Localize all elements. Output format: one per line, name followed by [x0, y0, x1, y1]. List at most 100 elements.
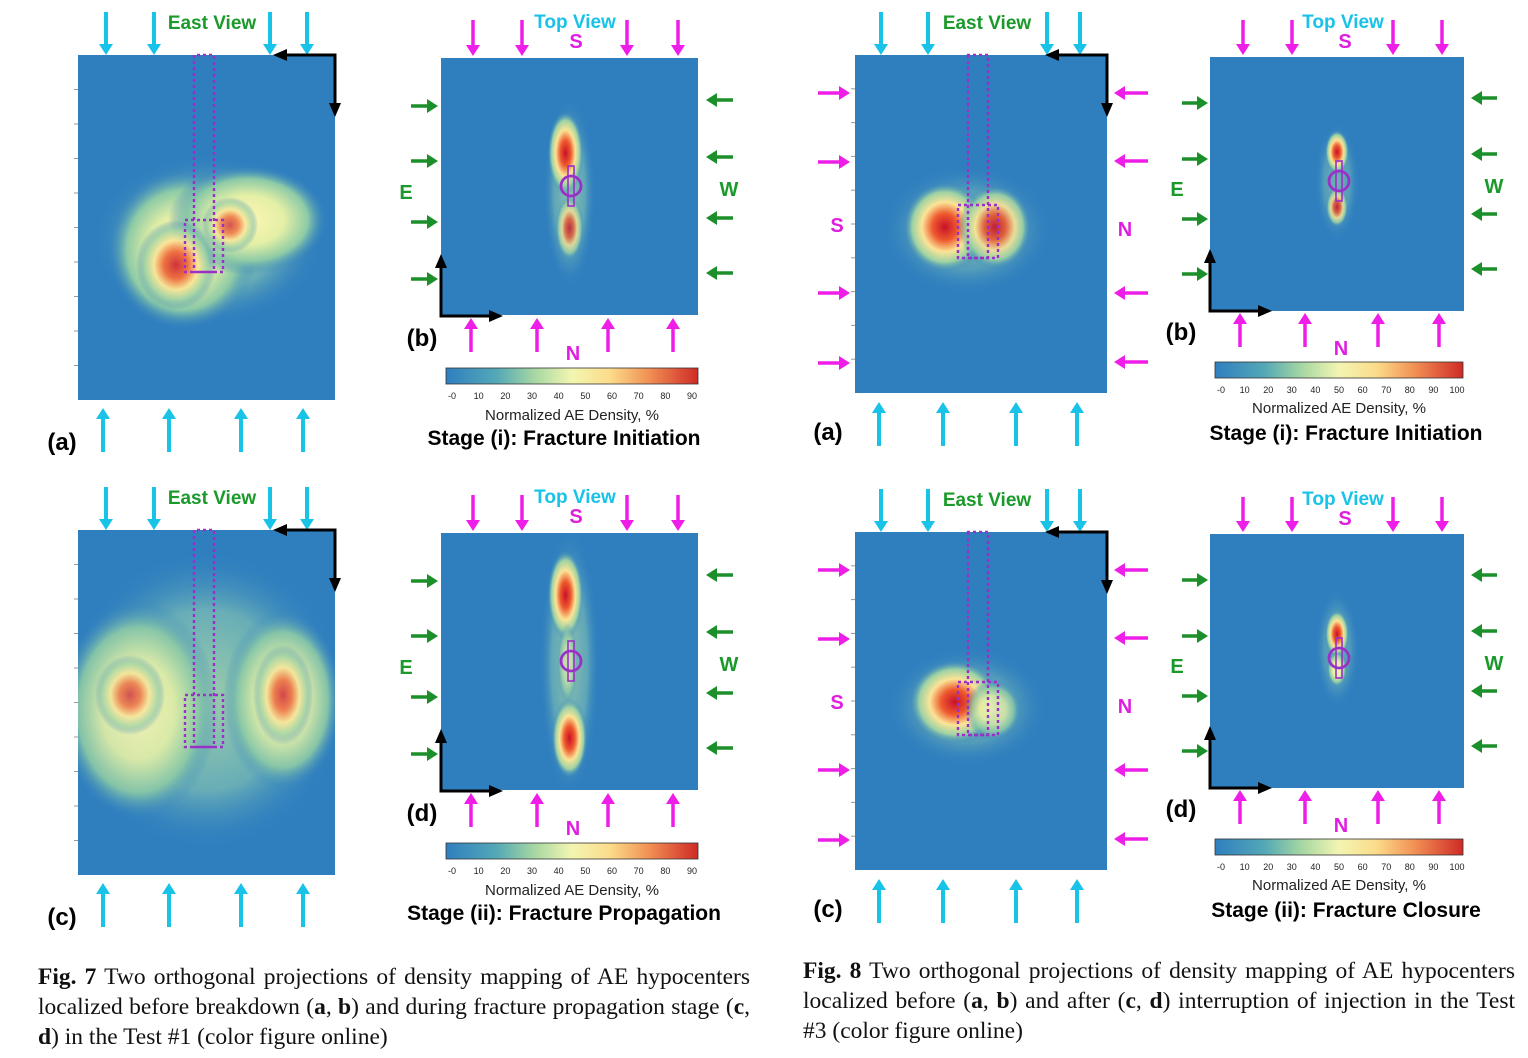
- cyan-arrow: [936, 879, 950, 923]
- cyan-arrow: [1009, 402, 1023, 446]
- colorbar-title: Normalized AE Density, %: [1252, 877, 1426, 894]
- green-arrow: [411, 215, 438, 229]
- green-arrow: [1471, 147, 1497, 161]
- density-blob: [202, 197, 258, 253]
- green-arrow: [1182, 689, 1208, 703]
- panel-label-b: (b): [407, 325, 438, 352]
- cyan-arrow: [296, 883, 310, 927]
- colorbar-tick-label: 10: [1240, 862, 1250, 872]
- magenta-arrow: [671, 20, 685, 56]
- colorbar-tick-label: 10: [474, 866, 484, 876]
- south-label: S: [569, 31, 582, 53]
- magenta-arrow: [515, 20, 529, 56]
- cyan-arrow: [234, 408, 248, 452]
- caption-text: ) in the Test #1 (color figure online): [51, 1024, 388, 1050]
- borehole-slot: [1335, 637, 1343, 679]
- colorbar-tick-label: 80: [1405, 385, 1415, 395]
- green-arrow: [1182, 96, 1208, 110]
- magenta-arrow: [818, 286, 850, 300]
- east-label: E: [399, 182, 412, 204]
- stage-title: Stage (i): Fracture Initiation: [427, 427, 700, 450]
- green-arrow: [411, 629, 438, 643]
- south-label: S: [1338, 31, 1351, 53]
- colorbar-tick-label: 30: [1287, 862, 1297, 872]
- green-arrow: [411, 272, 438, 286]
- magenta-arrow: [818, 86, 850, 100]
- north-label: N: [1334, 338, 1348, 360]
- colorbar-tick-label: 90: [687, 866, 697, 876]
- colorbar-tick-label: -0: [448, 866, 456, 876]
- density-blob: [1326, 187, 1348, 227]
- magenta-arrow: [466, 495, 480, 531]
- colorbar-scale: [1214, 838, 1464, 856]
- top-view-label: Top View: [1302, 12, 1384, 33]
- caption-ref-b: b: [338, 994, 352, 1020]
- magenta-arrow: [464, 793, 478, 827]
- green-arrow: [1471, 684, 1497, 698]
- cyan-arrow: [263, 12, 277, 55]
- colorbar-tick-label: 90: [1428, 862, 1438, 872]
- magenta-arrow: [1114, 832, 1148, 846]
- green-arrow: [1471, 91, 1497, 105]
- cyan-arrow: [874, 12, 888, 55]
- caption-ref-a: a: [971, 988, 983, 1014]
- well-graphic: [956, 530, 1000, 737]
- caption-ref-d: d: [1149, 988, 1163, 1014]
- colorbar-tick-label: -0: [1217, 862, 1225, 872]
- colorbar-tick-label: -0: [448, 391, 456, 401]
- density-blob: [551, 698, 588, 778]
- magenta-arrow: [1114, 631, 1148, 645]
- colorbar-scale: [445, 842, 699, 860]
- magenta-arrow: [601, 793, 615, 827]
- packer-outline: [183, 693, 225, 749]
- green-arrow: [411, 690, 438, 704]
- packer-outline: [183, 218, 225, 274]
- caption-ref-d: d: [38, 1024, 52, 1050]
- colorbar-tick-label: 90: [1428, 385, 1438, 395]
- green-arrow: [1471, 568, 1497, 582]
- magenta-arrow: [818, 763, 850, 777]
- colorbar-tick-label: 20: [500, 391, 510, 401]
- magenta-arrow: [671, 495, 685, 531]
- west-label: W: [720, 654, 739, 676]
- top-view-label: Top View: [534, 487, 616, 508]
- magenta-arrow: [1371, 313, 1385, 347]
- well-graphic: [956, 53, 1000, 260]
- magenta-arrow: [1114, 154, 1148, 168]
- magenta-arrow: [666, 793, 680, 827]
- stage-title: Stage (i): Fracture Initiation: [1209, 422, 1482, 445]
- caption-label: Fig. 7: [38, 964, 97, 990]
- caption-text: ) interruption of injection in the Test …: [803, 988, 1516, 1044]
- cyan-arrow: [874, 489, 888, 532]
- axes-indicator: [1204, 726, 1272, 794]
- magenta-arrow: [1114, 86, 1148, 100]
- cyan-arrow: [921, 489, 935, 532]
- cyan-arrow: [296, 408, 310, 452]
- caption-ref-c: c: [1125, 988, 1136, 1014]
- magenta-arrow: [666, 318, 680, 352]
- north-label: N: [1118, 696, 1132, 718]
- well-graphic: [559, 640, 583, 682]
- colorbar-tick-label: 40: [1310, 385, 1320, 395]
- cyan-arrow: [936, 402, 950, 446]
- magenta-arrow: [1114, 763, 1148, 777]
- magenta-arrow: [818, 833, 850, 847]
- colorbar-title: Normalized AE Density, %: [485, 882, 659, 899]
- colorbar: -0 10 20 30 40 50 60 70 80 90 100 Normalized AE Den…: [1214, 361, 1465, 417]
- colorbar-tick-label: 50: [580, 391, 590, 401]
- caption-text: ) and during fracture propagation stage …: [351, 994, 734, 1020]
- panel-label-d: (d): [407, 800, 438, 827]
- magenta-arrow: [1236, 20, 1250, 55]
- caption-sep: ,: [744, 994, 750, 1020]
- magenta-arrow: [530, 318, 544, 352]
- cyan-arrow: [99, 12, 113, 55]
- green-arrow: [706, 211, 733, 225]
- magenta-arrow: [1233, 313, 1247, 347]
- cyan-arrow: [1070, 402, 1084, 446]
- panel-label-c: (c): [47, 904, 76, 931]
- colorbar-tick-label: 50: [580, 866, 590, 876]
- axes-indicator: [273, 524, 341, 592]
- density-blob: [547, 111, 584, 195]
- colorbar-tick-label: 60: [1358, 385, 1368, 395]
